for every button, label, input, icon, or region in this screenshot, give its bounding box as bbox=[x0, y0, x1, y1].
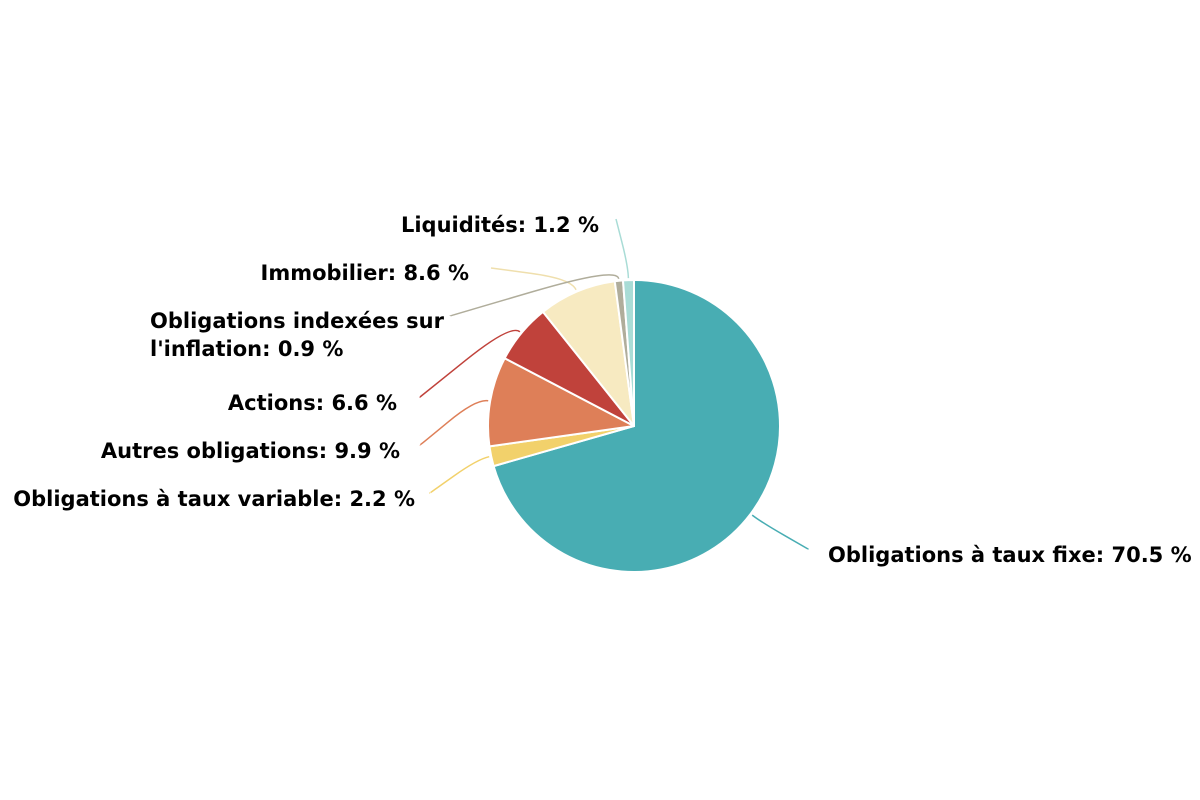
label-obligations-indexees-line2: l'inflation: 0.9 % bbox=[150, 337, 343, 361]
leader-autres-obligations bbox=[419, 399, 489, 446]
slice-obligations-taux-fixe[interactable] bbox=[492, 279, 782, 573]
slice-liquidites[interactable] bbox=[621, 279, 635, 427]
slice-autres-obligations[interactable] bbox=[487, 357, 635, 448]
leader-obligations-taux-variable bbox=[429, 455, 490, 494]
leader-immobilier bbox=[490, 267, 577, 291]
leader-obligations-indexees-inflation bbox=[449, 274, 620, 317]
label-immobilier: Immobilier: 8.6 % bbox=[261, 261, 470, 285]
label-autres-obligations: Autres obligations: 9.9 % bbox=[101, 439, 400, 463]
label-obligations-indexees-inflation: Obligations indexées sur l'inflation: 0.… bbox=[150, 309, 451, 361]
label-actions: Actions: 6.6 % bbox=[228, 391, 397, 415]
label-liquidites: Liquidités: 1.2 % bbox=[401, 213, 599, 237]
pie-slices bbox=[487, 279, 782, 573]
leader-liquidites bbox=[615, 218, 630, 279]
leader-lines bbox=[419, 218, 809, 550]
label-obligations-taux-fixe: Obligations à taux fixe: 70.5 % bbox=[828, 543, 1192, 567]
label-obligations-indexees-line1: Obligations indexées sur bbox=[150, 309, 445, 333]
label-obligations-taux-variable: Obligations à taux variable: 2.2 % bbox=[13, 487, 415, 511]
leader-actions bbox=[419, 329, 521, 398]
leader-obligations-taux-fixe bbox=[751, 514, 809, 550]
